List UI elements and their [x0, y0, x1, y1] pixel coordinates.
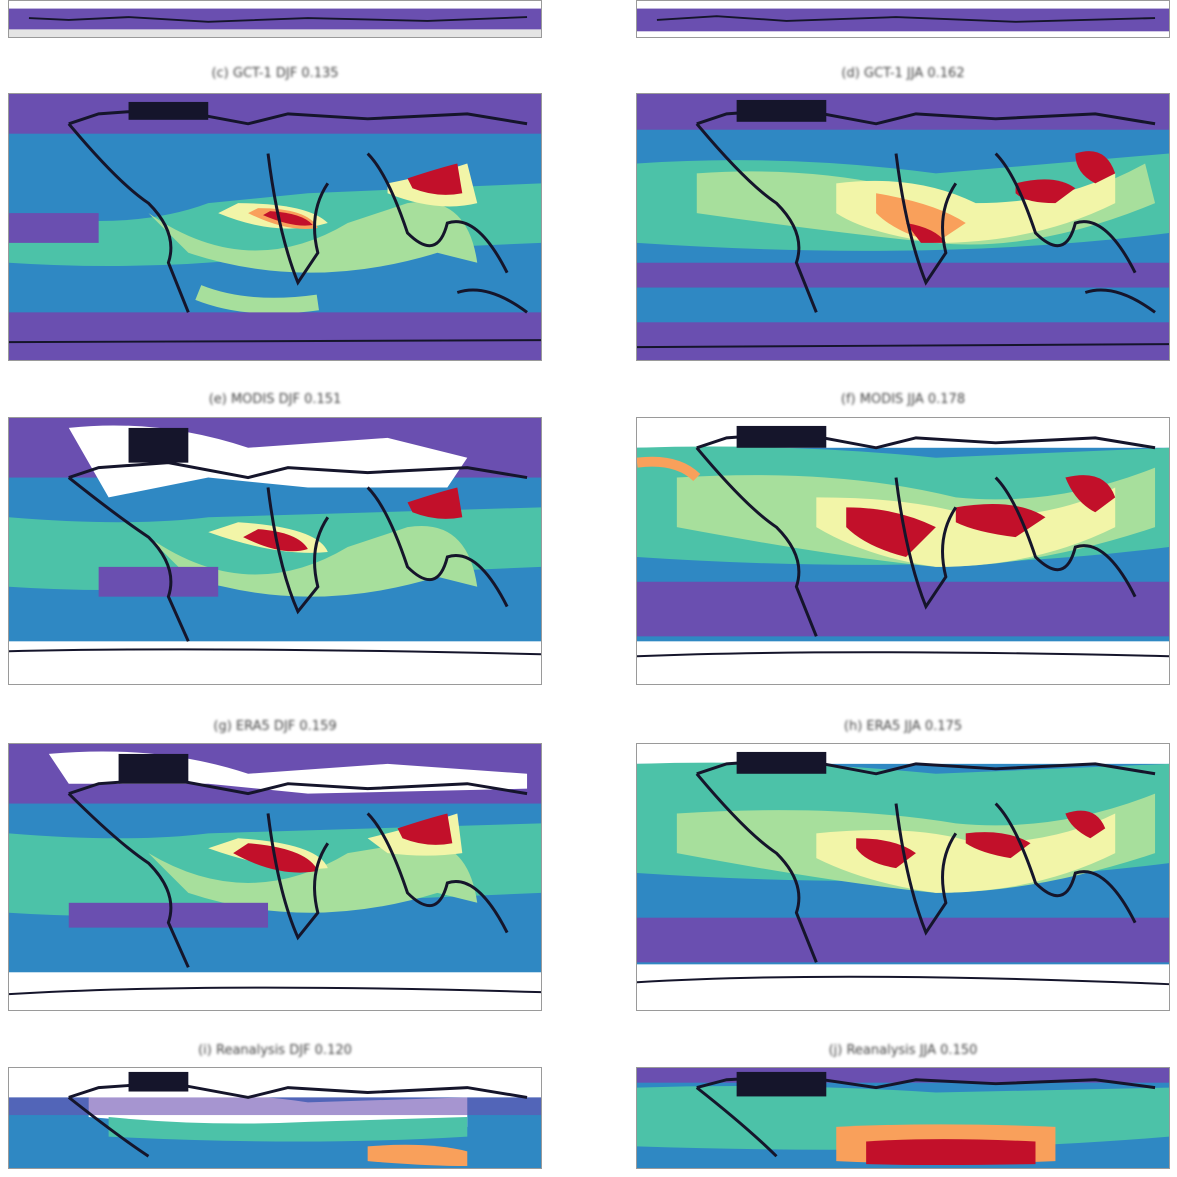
map-f-svg	[637, 418, 1169, 684]
map-e-svg	[9, 418, 541, 684]
panel-title-g: (g) ERA5 DJF 0.159	[213, 719, 337, 734]
panel-title-f: (f) MODIS JJA 0.178	[840, 392, 966, 407]
map-panel-top-left	[8, 0, 542, 38]
map-d-svg	[637, 94, 1169, 360]
panel-title-i: (i) Reanalysis DJF 0.120	[198, 1043, 352, 1058]
map-panel-d	[636, 93, 1170, 361]
map-j-svg	[637, 1068, 1169, 1168]
map-i-svg	[9, 1068, 541, 1168]
map-h-svg	[637, 744, 1169, 1010]
map-panel-c	[8, 93, 542, 361]
map-panel-f	[636, 417, 1170, 685]
map-top-left-svg	[9, 1, 541, 37]
panel-title-d: (d) GCT-1 JJA 0.162	[841, 66, 965, 81]
panel-title-j: (j) Reanalysis JJA 0.150	[828, 1043, 978, 1058]
map-panel-top-right	[636, 0, 1170, 38]
panel-title-c: (c) GCT-1 DJF 0.135	[211, 66, 339, 81]
panel-title-h: (h) ERA5 JJA 0.175	[843, 719, 963, 734]
map-panel-j	[636, 1067, 1170, 1169]
map-panel-e	[8, 417, 542, 685]
map-c-svg	[9, 94, 541, 360]
map-top-right-svg	[637, 1, 1169, 37]
map-panel-g	[8, 743, 542, 1011]
map-panel-i	[8, 1067, 542, 1169]
panel-title-e: (e) MODIS DJF 0.151	[208, 392, 342, 407]
map-panel-h	[636, 743, 1170, 1011]
map-g-svg	[9, 744, 541, 1010]
